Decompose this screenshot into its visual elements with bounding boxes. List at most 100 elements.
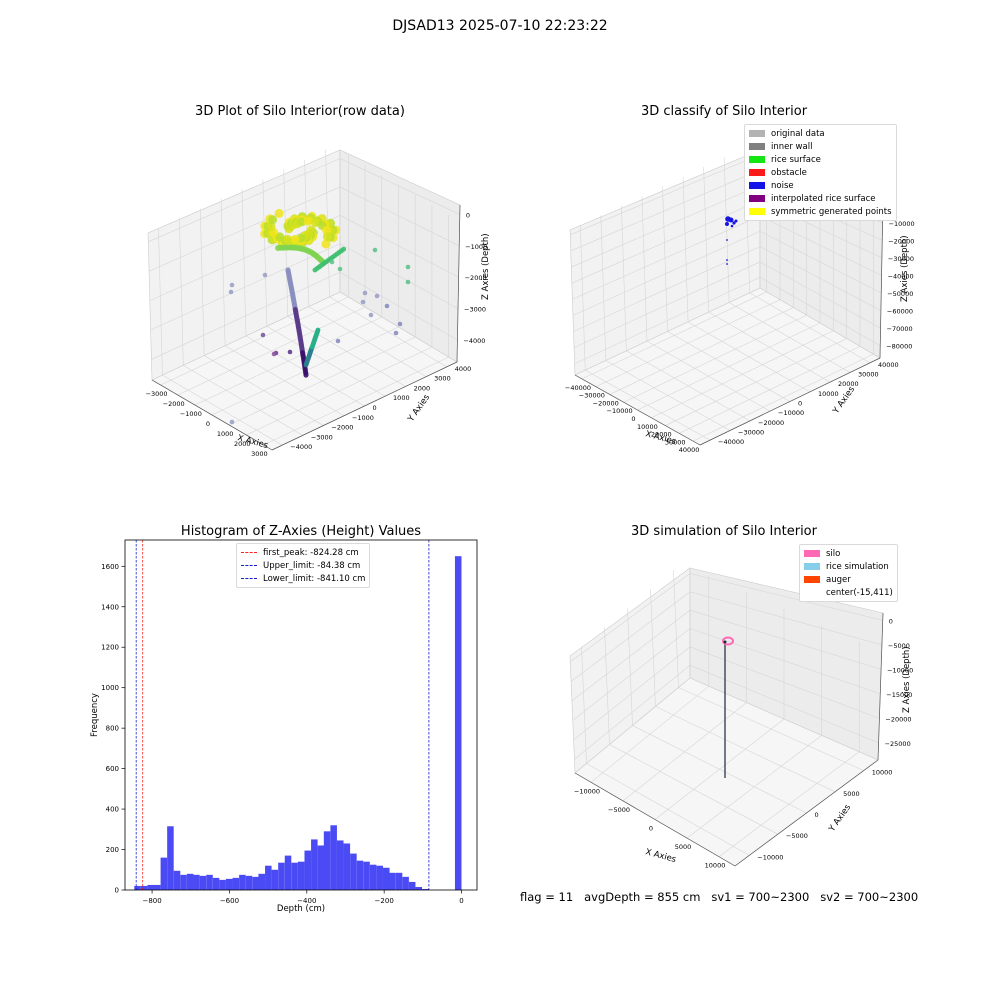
- classify-z-axis: [879, 199, 884, 359]
- simulation-legend-label: center(-15,411): [826, 587, 893, 598]
- figure-title: DJSAD13 2025-07-10 22:23:22: [392, 18, 608, 34]
- histogram-y-tick-label: 0: [115, 887, 119, 895]
- classify-legend-label: inner wall: [771, 141, 813, 152]
- raw-z-grid: [148, 158, 341, 243]
- histogram-bar: [376, 865, 383, 890]
- raw-y-grid-v: [158, 228, 163, 376]
- histogram-x-tick-label: −800: [142, 897, 161, 905]
- histogram-bar: [304, 850, 312, 890]
- simulation-plot-title: 3D simulation of Silo Interior: [631, 524, 817, 539]
- classify-legend-swatch: [749, 195, 765, 202]
- raw-plot-title: 3D Plot of Silo Interior(row data): [195, 104, 405, 119]
- histogram-bar: [199, 875, 207, 890]
- simulation-z-grid: [689, 591, 882, 646]
- simulation-y-grid-v: [627, 608, 633, 726]
- simulation-y-grid-v: [581, 646, 587, 764]
- histogram-frame: [124, 539, 478, 891]
- noise-point: [725, 222, 729, 226]
- histogram-bar: [271, 869, 279, 890]
- raw-x-tick-label: −2000: [163, 400, 185, 408]
- simulation-z-grid: [689, 573, 883, 621]
- raw-point: [362, 290, 368, 296]
- raw-z-grid: [339, 271, 458, 341]
- histogram-y-tick-label: 1600: [101, 563, 119, 571]
- histogram-bar: [206, 874, 213, 890]
- classify-legend-item: symmetric generated points: [749, 205, 892, 218]
- simulation-x-tick-label: 10000: [705, 862, 726, 870]
- classify-y-tick-label: 40000: [878, 361, 899, 369]
- histogram-bar: [330, 825, 337, 890]
- classify-legend-swatch: [749, 143, 765, 150]
- histogram-legend-line: [241, 552, 257, 553]
- classify-plot-title: 3D classify of Silo Interior: [640, 104, 808, 119]
- histogram-legend-line: [241, 565, 257, 566]
- simulation-y-axis-label: Y Axies: [827, 802, 854, 834]
- simulation-z-grid: [574, 664, 691, 760]
- classify-y-grid-v: [600, 215, 607, 361]
- histogram-bar: [383, 867, 390, 890]
- histogram-bar: [284, 855, 292, 890]
- raw-point: [303, 372, 309, 378]
- simulation-3d-plot: −10000 −5000 0 5000 10000 10000 5000 0 −5000 −100…: [569, 567, 913, 870]
- simulation-z-grid: [689, 664, 879, 744]
- raw-point: [290, 235, 300, 244]
- simulation-z-tick-label: −25000: [885, 740, 911, 748]
- raw-y-tick-label: 2000: [414, 384, 431, 392]
- raw-z-grid: [151, 271, 341, 360]
- classify-legend: original data inner wall rice surface obsta…: [744, 124, 897, 221]
- raw-z-tick-label: −2000: [465, 274, 487, 282]
- raw-y-grid: [204, 355, 324, 426]
- raw-z-axis-label: Z Axies (Depth): [481, 233, 491, 300]
- raw-y-tick-label: −4000: [290, 443, 312, 451]
- simulation-y-tick-label: −5000: [786, 832, 808, 840]
- histogram-y-tick-label: 1400: [101, 603, 119, 611]
- histogram-legend-item: Lower_limit: -841.10 cm: [241, 572, 365, 585]
- histogram-y-tick-label: 800: [106, 725, 119, 733]
- raw-y-tick-label: −3000: [311, 433, 333, 441]
- simulation-y-grid-v: [673, 570, 679, 688]
- simulation-legend-swatch: [804, 576, 820, 583]
- raw-point: [268, 215, 278, 225]
- classify-y-grid: [646, 340, 771, 412]
- histogram-bar: [389, 872, 396, 890]
- classify-legend-item: rice surface: [749, 153, 892, 166]
- raw-y-tick-label: 0: [373, 404, 377, 412]
- histogram-bar: [291, 862, 298, 890]
- classify-y-grid: [687, 321, 811, 393]
- histogram-bar: [297, 861, 305, 890]
- classify-y-grid-v: [682, 176, 689, 322]
- noise-point: [726, 259, 728, 261]
- histogram-bar: [422, 888, 429, 890]
- raw-x-tick-label: 0: [206, 420, 210, 428]
- simulation-y-grid: [586, 763, 750, 856]
- histogram-bar: [193, 874, 200, 890]
- classify-y-grid-v: [662, 186, 668, 332]
- raw-point: [287, 349, 293, 355]
- raw-y-grid: [162, 374, 283, 446]
- raw-z-tick-label: 0: [466, 211, 470, 219]
- raw-y-grid: [287, 316, 406, 387]
- histogram-bar: [225, 878, 233, 890]
- raw-point: [229, 282, 235, 288]
- simulation-z-tick-label: −10000: [887, 666, 913, 674]
- simulation-legend-swatch: [804, 563, 820, 570]
- histogram-bar: [415, 886, 423, 890]
- histogram-bar: [323, 831, 331, 890]
- raw-point: [315, 327, 321, 333]
- histogram-y-label: Frequency: [90, 693, 100, 737]
- simulation-z-grid: [571, 609, 691, 702]
- classify-z-tick-label: −40000: [888, 272, 914, 280]
- raw-z-grid: [339, 215, 459, 278]
- classify-legend-swatch: [749, 182, 765, 189]
- histogram-bar: [311, 839, 318, 890]
- classify-z-tick-label: −60000: [887, 308, 913, 316]
- raw-x-tick-label: −1000: [180, 410, 202, 418]
- raw-point: [321, 239, 331, 249]
- simulation-x-tick-label: −10000: [574, 787, 600, 795]
- classify-legend-swatch: [749, 169, 765, 176]
- histogram-y-tick-label: 600: [106, 765, 119, 773]
- simulation-y-grid: [632, 725, 807, 814]
- raw-y-tick-label: 3000: [434, 375, 451, 383]
- classify-y-tick-label: −40000: [718, 438, 744, 446]
- histogram-bar: [317, 845, 325, 890]
